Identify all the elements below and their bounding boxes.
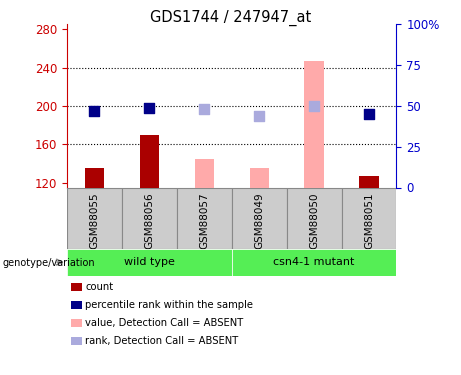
Point [146, 105, 153, 111]
Bar [342, 188, 396, 249]
Text: rank, Detection Call = ABSENT: rank, Detection Call = ABSENT [85, 336, 238, 346]
Text: GDS1744 / 247947_at: GDS1744 / 247947_at [150, 9, 311, 26]
Bar [85, 168, 104, 188]
Bar [140, 135, 159, 188]
Bar [304, 61, 324, 188]
Text: value, Detection Call = ABSENT: value, Detection Call = ABSENT [85, 318, 243, 328]
Point [91, 108, 98, 114]
Bar [71, 301, 82, 309]
Text: percentile rank within the sample: percentile rank within the sample [85, 300, 253, 310]
Bar [177, 188, 231, 249]
Text: wild type: wild type [124, 257, 175, 267]
Bar [249, 168, 269, 188]
Bar [231, 188, 287, 249]
Text: genotype/variation: genotype/variation [2, 258, 95, 268]
Bar [71, 337, 82, 345]
Text: count: count [85, 282, 113, 292]
Bar [71, 283, 82, 291]
Text: GSM88057: GSM88057 [199, 192, 209, 249]
Text: GSM88051: GSM88051 [364, 192, 374, 249]
Text: GSM88050: GSM88050 [309, 192, 319, 249]
Point [365, 111, 372, 117]
Bar [67, 188, 122, 249]
Text: csn4-1 mutant: csn4-1 mutant [273, 257, 355, 267]
Bar [195, 159, 214, 188]
Bar [287, 188, 342, 249]
Bar [360, 176, 378, 188]
Bar [67, 249, 231, 276]
Point [201, 106, 208, 112]
Point [255, 113, 263, 119]
Bar [231, 249, 396, 276]
Text: GSM88049: GSM88049 [254, 192, 264, 249]
Bar [122, 188, 177, 249]
Bar [71, 319, 82, 327]
Point [310, 103, 318, 109]
Text: GSM88056: GSM88056 [144, 192, 154, 249]
Text: GSM88055: GSM88055 [89, 192, 99, 249]
